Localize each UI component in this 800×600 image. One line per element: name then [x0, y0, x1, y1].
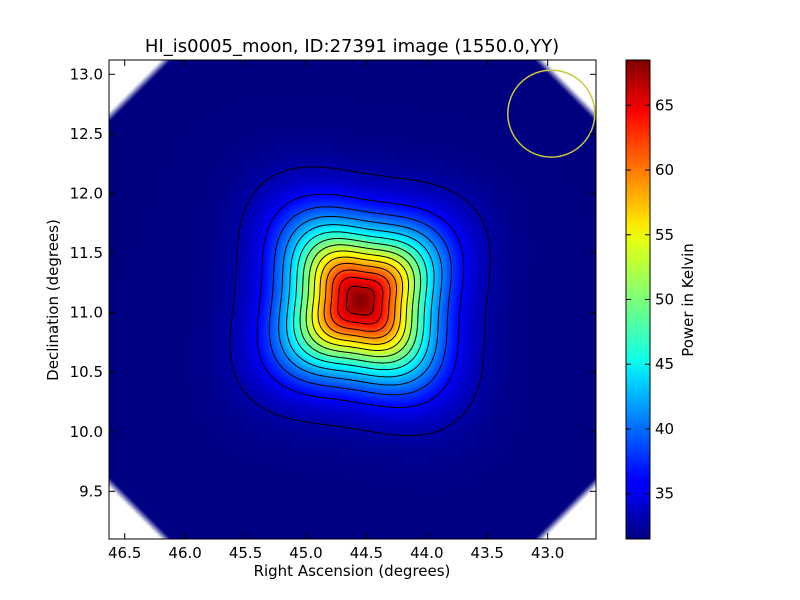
colorbar-label: Power in Kelvin — [679, 243, 697, 357]
contour-level-0 — [229, 166, 491, 437]
contour-level-8 — [311, 250, 410, 351]
contour-lines — [229, 166, 491, 437]
y-tick-label: 13.0 — [70, 65, 103, 83]
colorbar-tick-label: 40 — [655, 420, 674, 438]
y-tick-label: 12.5 — [70, 125, 103, 143]
contour-level-5 — [293, 231, 428, 371]
x-axis-ticks: 46.5 46.0 45.5 45.0 44.5 44.0 43.5 43.0 — [108, 60, 564, 562]
x-tick-label: 46.0 — [168, 544, 201, 562]
colorbar-tick-label: 50 — [655, 291, 674, 309]
y-axis-label: Declination (degrees) — [44, 219, 62, 381]
contour-level-11 — [330, 269, 391, 332]
x-tick-label: 43.5 — [471, 544, 504, 562]
colorbar-tick-label: 35 — [655, 485, 674, 503]
contour-level-1 — [256, 193, 465, 408]
beam-circle — [507, 69, 596, 158]
contour-level-3 — [278, 215, 443, 386]
colorbar-tick-label: 65 — [655, 96, 674, 114]
colorbar-tick-label: 55 — [655, 226, 674, 244]
x-tick-label: 45.5 — [229, 544, 262, 562]
y-tick-label: 11.5 — [70, 244, 103, 262]
y-tick-label: 9.5 — [79, 482, 103, 500]
colorbar-ticks: 35 40 45 50 55 60 65 — [626, 96, 674, 503]
x-tick-label: 43.0 — [531, 544, 564, 562]
heatmap-image — [109, 60, 596, 539]
contour-level-4 — [286, 224, 435, 378]
x-tick-label: 44.0 — [410, 544, 443, 562]
contour-level-7 — [305, 244, 416, 358]
y-tick-label: 12.0 — [70, 184, 103, 202]
contour-level-9 — [317, 256, 404, 345]
y-axis-ticks: 9.5 10.0 10.5 11.0 11.5 12.0 12.5 13.0 — [70, 65, 596, 500]
plot-area — [109, 60, 596, 539]
y-tick-label: 10.0 — [70, 423, 103, 441]
x-tick-label: 44.5 — [350, 544, 383, 562]
y-tick-label: 10.5 — [70, 363, 103, 381]
contour-level-12 — [337, 276, 384, 325]
chart-title: HI_is0005_moon, ID:27391 image (1550.0,Y… — [145, 36, 559, 57]
x-tick-label: 46.5 — [108, 544, 141, 562]
contour-level-13 — [345, 285, 375, 316]
colorbar-tick-label: 45 — [655, 355, 674, 373]
x-axis-label: Right Ascension (degrees) — [254, 562, 451, 580]
colorbar-tick-label: 60 — [655, 161, 674, 179]
contour-level-2 — [268, 206, 452, 396]
x-tick-label: 45.0 — [289, 544, 322, 562]
contour-level-6 — [299, 237, 422, 364]
contour-level-10 — [323, 262, 398, 339]
plot-frame — [108, 59, 597, 540]
y-tick-label: 11.0 — [70, 304, 103, 322]
